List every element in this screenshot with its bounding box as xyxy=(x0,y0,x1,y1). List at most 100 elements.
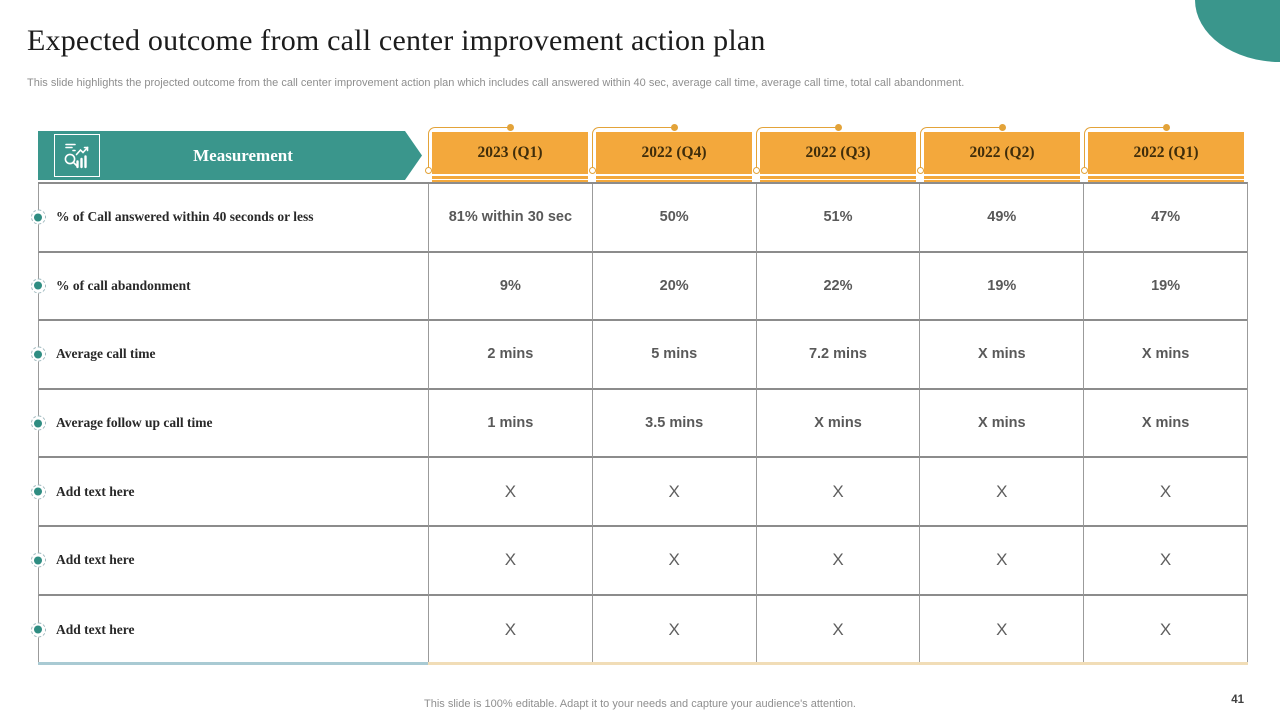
bullet-icon xyxy=(30,209,46,225)
cell-value: 51% xyxy=(823,209,853,226)
column-header[interactable]: 2022 (Q3) xyxy=(760,132,916,174)
value-cell[interactable]: 47% xyxy=(1083,184,1247,253)
value-cell[interactable]: X xyxy=(428,458,592,527)
cell-value: X xyxy=(1159,550,1172,570)
row-label: % of call abandonment xyxy=(56,277,191,293)
value-cell[interactable]: X xyxy=(428,595,592,665)
row-label: Add text here xyxy=(56,552,135,568)
row-label-cell[interactable]: % of call abandonment xyxy=(30,252,428,322)
value-cell[interactable]: 1 mins xyxy=(428,389,592,459)
value-cell[interactable]: X mins xyxy=(1083,389,1247,459)
page-number: 41 xyxy=(1231,694,1244,706)
value-cell[interactable]: X mins xyxy=(755,389,920,459)
measurement-header[interactable]: Measurement xyxy=(38,131,422,180)
row-label-cell[interactable]: Average follow up call time xyxy=(30,389,428,459)
cell-value: 49% xyxy=(987,209,1017,226)
cell-value: X xyxy=(996,481,1008,501)
row-label-cell[interactable]: % of Call answered within 40 seconds or … xyxy=(30,184,428,253)
column-header-cell: 2022 (Q2) xyxy=(917,123,1082,182)
bullet-icon xyxy=(30,552,46,568)
cell-value: X mins xyxy=(814,415,862,432)
slide-title[interactable]: Expected outcome from call center improv… xyxy=(27,24,766,57)
value-cell[interactable]: X xyxy=(755,458,920,527)
cell-value: 19% xyxy=(987,277,1017,294)
column-header-cell: 2023 (Q1) xyxy=(425,123,590,182)
row-label: Average follow up call time xyxy=(56,415,213,431)
value-cell[interactable]: X mins xyxy=(1083,321,1247,390)
cell-value: X mins xyxy=(1141,415,1190,432)
value-cell[interactable]: 5 mins xyxy=(591,321,756,390)
value-cell[interactable]: 19% xyxy=(1083,252,1247,322)
value-cell[interactable]: 51% xyxy=(755,184,920,253)
table-header-row: Measurement 2023 (Q1) 2022 (Q4) 2022 (Q3) 2… xyxy=(38,123,1248,182)
bullet-icon xyxy=(30,484,46,500)
value-cell[interactable]: X xyxy=(1083,526,1247,596)
row-label-cell[interactable]: Add text here xyxy=(30,595,428,665)
slide-subtitle[interactable]: This slide highlights the projected outc… xyxy=(27,77,965,89)
column-header-cell: 2022 (Q3) xyxy=(753,123,918,182)
value-cell[interactable]: 3.5 mins xyxy=(591,389,756,459)
row-label: Add text here xyxy=(56,483,135,499)
value-cell[interactable]: X xyxy=(591,458,756,527)
value-cell[interactable]: X xyxy=(755,526,920,596)
cell-value: 81% within 30 sec xyxy=(448,209,573,226)
cell-value: 50% xyxy=(659,209,689,226)
column-header[interactable]: 2022 (Q2) xyxy=(924,132,1080,174)
cell-value: X xyxy=(832,619,844,639)
cell-value: X mins xyxy=(1141,346,1190,363)
value-cell[interactable]: X xyxy=(428,526,592,596)
value-cell[interactable]: X xyxy=(755,595,920,665)
value-cell[interactable]: X mins xyxy=(919,321,1084,390)
cell-value: X xyxy=(832,481,844,501)
value-cell[interactable]: 50% xyxy=(591,184,756,253)
cell-value: 19% xyxy=(1151,277,1181,294)
value-cell[interactable]: 2 mins xyxy=(428,321,592,390)
value-cell[interactable]: X xyxy=(919,458,1084,527)
header-underline-stripes xyxy=(924,176,1080,182)
cell-value: 20% xyxy=(659,277,689,294)
bottom-accent-left xyxy=(38,662,428,665)
value-cell[interactable]: X xyxy=(919,526,1084,596)
value-cell[interactable]: 81% within 30 sec xyxy=(428,184,592,253)
cell-value: X xyxy=(504,550,517,570)
cell-value: 22% xyxy=(823,277,853,294)
cell-value: 2 mins xyxy=(487,346,534,363)
cell-value: X mins xyxy=(978,346,1026,363)
header-underline-stripes xyxy=(1088,176,1244,182)
column-header[interactable]: 2022 (Q4) xyxy=(596,132,752,174)
bullet-icon xyxy=(30,622,46,638)
cell-value: 47% xyxy=(1151,209,1181,226)
value-cell[interactable]: X xyxy=(591,595,756,665)
bullet-icon xyxy=(30,278,46,294)
value-cell[interactable]: 19% xyxy=(919,252,1084,322)
row-label-cell[interactable]: Average call time xyxy=(30,321,428,390)
value-cell[interactable]: 22% xyxy=(755,252,920,322)
outcome-table: Measurement 2023 (Q1) 2022 (Q4) 2022 (Q3) 2… xyxy=(30,123,1248,665)
value-cell[interactable]: X xyxy=(919,595,1083,665)
row-label-cell[interactable]: Add text here xyxy=(30,526,428,596)
value-cell[interactable]: X mins xyxy=(919,389,1084,459)
row-label-cell[interactable]: Add text here xyxy=(30,458,428,527)
value-cell[interactable]: 9% xyxy=(428,252,592,322)
cell-value: 7.2 mins xyxy=(808,346,867,363)
value-cell[interactable]: X xyxy=(591,526,756,596)
header-underline-stripes xyxy=(760,176,916,182)
cell-value: 3.5 mins xyxy=(645,415,704,432)
cell-value: 5 mins xyxy=(651,346,698,363)
cell-value: X xyxy=(1159,481,1172,501)
column-header[interactable]: 2023 (Q1) xyxy=(432,132,588,174)
cell-value: X xyxy=(504,481,517,501)
value-cell[interactable]: 49% xyxy=(919,184,1084,253)
cell-value: X xyxy=(832,550,844,570)
cell-value: X xyxy=(668,481,680,501)
cell-value: 9% xyxy=(499,277,521,294)
column-header[interactable]: 2022 (Q1) xyxy=(1088,132,1244,174)
row-label: Add text here xyxy=(56,621,135,637)
value-cell[interactable]: 20% xyxy=(591,252,756,322)
column-header-cell: 2022 (Q4) xyxy=(589,123,754,182)
value-cell[interactable]: X xyxy=(1083,458,1247,527)
value-cell[interactable]: X xyxy=(1083,595,1247,665)
cell-value: X xyxy=(1159,619,1172,639)
value-cell[interactable]: 7.2 mins xyxy=(755,321,920,390)
